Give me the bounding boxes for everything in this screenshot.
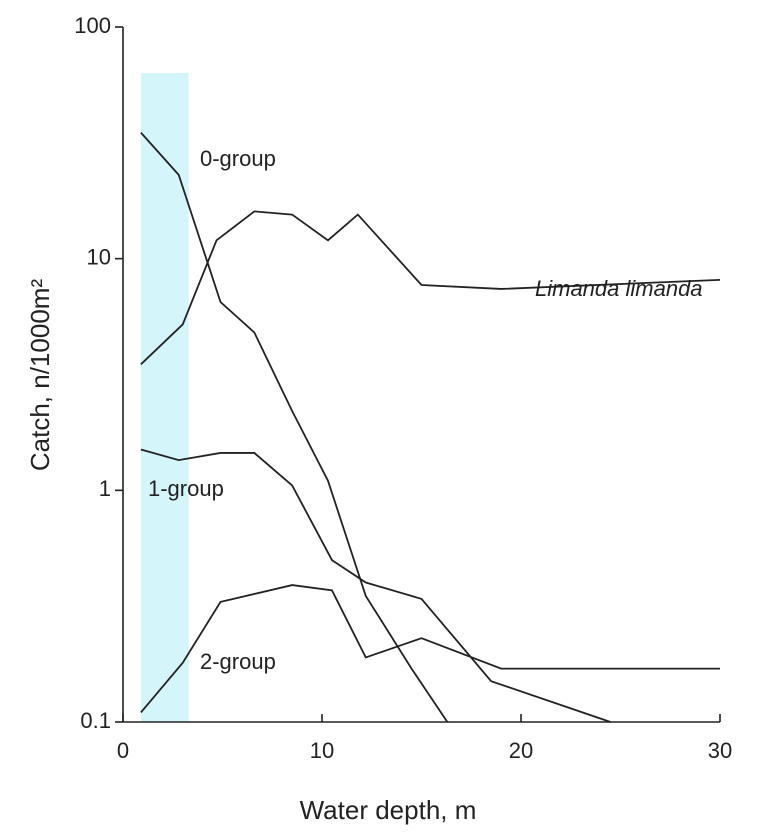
x-tick-label: 30 bbox=[708, 738, 732, 763]
shaded-span bbox=[140, 73, 189, 722]
y-tick-label: 100 bbox=[74, 13, 111, 38]
series-label: 2-group bbox=[200, 649, 276, 674]
series-line bbox=[140, 132, 449, 723]
x-tick-label: 20 bbox=[509, 738, 533, 763]
series-line bbox=[140, 210, 721, 365]
series-label: Limanda limanda bbox=[535, 276, 703, 301]
x-tick-label: 0 bbox=[117, 738, 129, 763]
y-tick-label: 0.1 bbox=[80, 708, 111, 733]
y-axis-title: Catch, n/1000m² bbox=[25, 279, 55, 472]
series-label: 1-group bbox=[148, 476, 224, 501]
x-tick-label: 10 bbox=[310, 738, 334, 763]
y-tick-label: 1 bbox=[99, 476, 111, 501]
y-tick-label: 10 bbox=[87, 244, 111, 269]
series-line bbox=[140, 584, 720, 713]
x-axis-title: Water depth, m bbox=[300, 795, 477, 825]
series-label: 0-group bbox=[200, 146, 276, 171]
series-line bbox=[140, 448, 611, 723]
